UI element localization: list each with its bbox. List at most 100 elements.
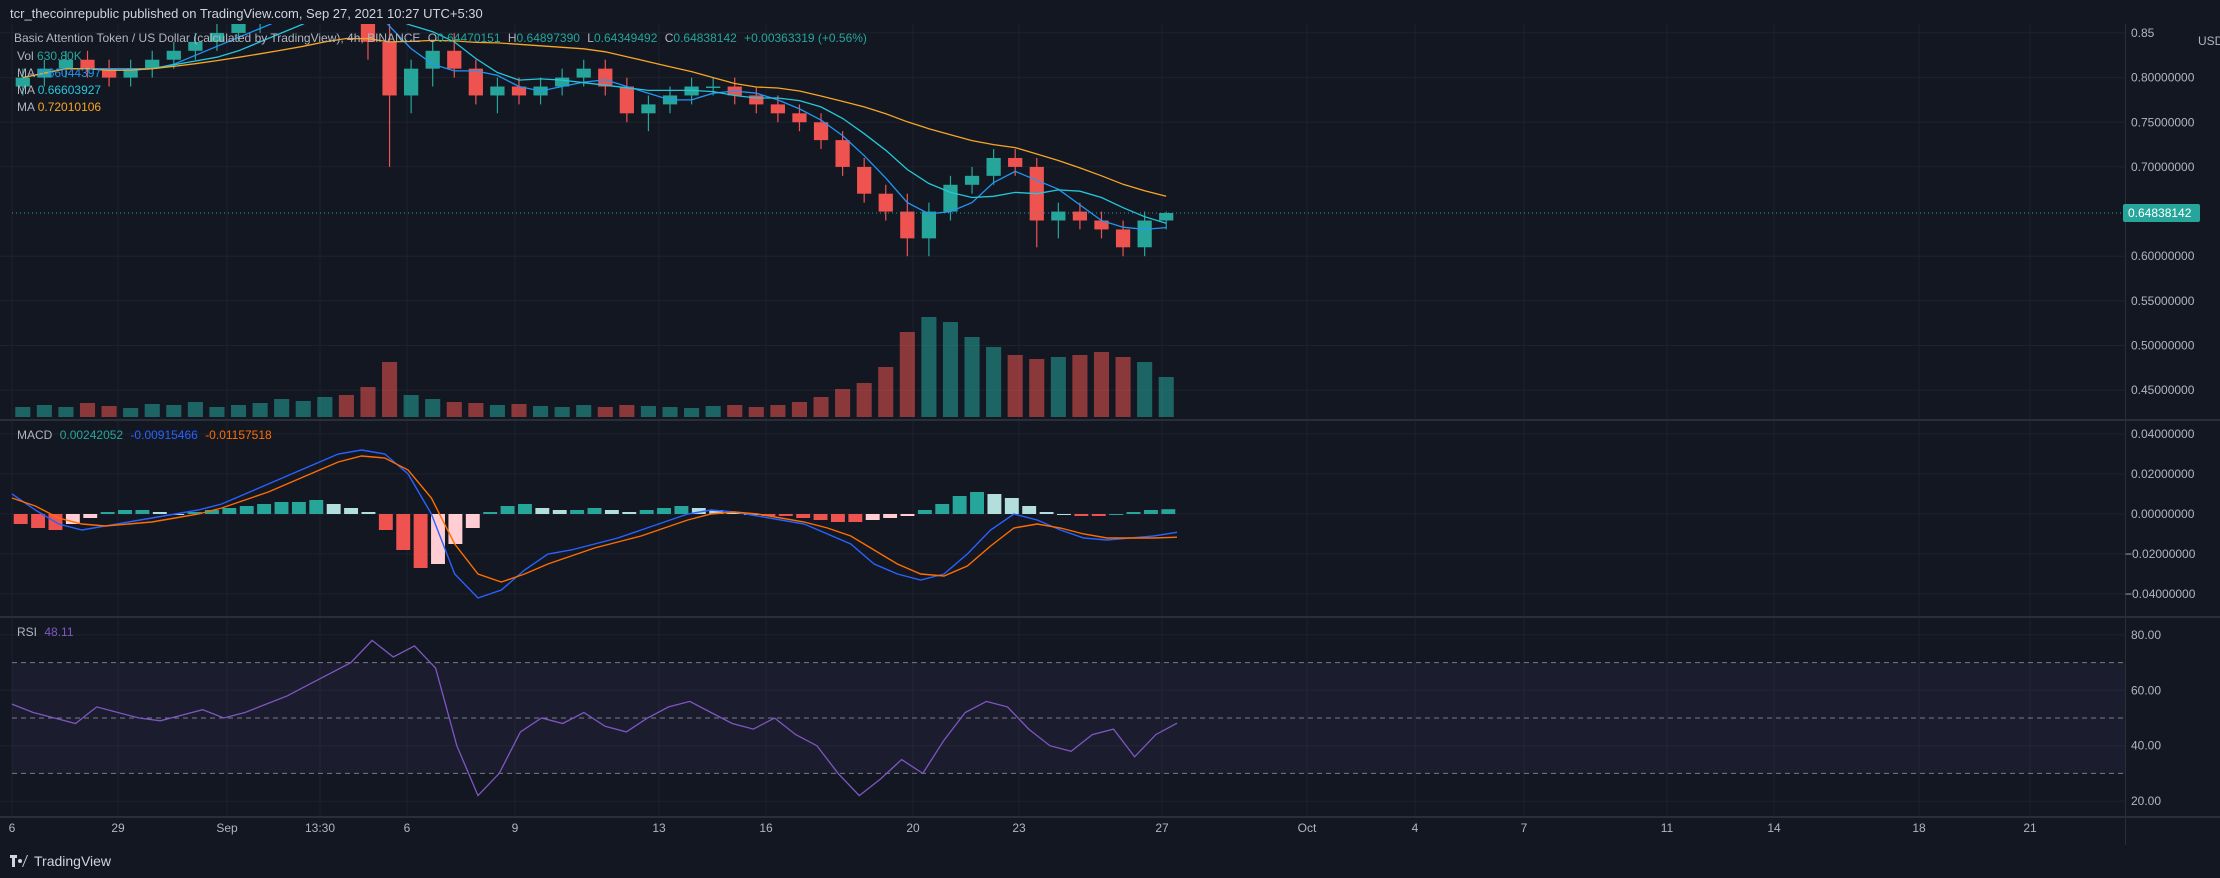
candle-body-35 xyxy=(770,104,785,114)
time-axis-tick-13: 7 xyxy=(1521,821,1528,835)
candle-body-10 xyxy=(231,24,246,33)
macd-pane xyxy=(11,449,1178,599)
macd-hist-bar-17 xyxy=(309,500,324,514)
pane-separator-0 xyxy=(0,419,2220,421)
pane-separators[interactable] xyxy=(0,24,2220,845)
volume-bar-44 xyxy=(964,337,980,417)
legend-ma1: MA 0.66044397 xyxy=(17,66,101,80)
rsi-line xyxy=(11,639,1178,797)
macd-hist-bar-44 xyxy=(778,514,793,516)
volume-bar-50 xyxy=(1093,352,1110,417)
volume-bar-7 xyxy=(166,405,182,417)
time-axis-tick-2: Sep xyxy=(216,821,238,835)
candle-body-53 xyxy=(1159,212,1174,221)
macd-hist-bar-41 xyxy=(726,512,741,514)
pane-separator-2 xyxy=(0,816,2220,818)
volume-bar-1 xyxy=(36,405,52,417)
candle-body-43 xyxy=(943,184,958,212)
macd-hist-bar-63 xyxy=(1109,514,1124,515)
candle-body-22 xyxy=(490,86,505,96)
candle-body-2 xyxy=(58,59,74,69)
volume-bar-9 xyxy=(209,407,225,417)
candle-body-20 xyxy=(447,50,462,69)
tradingview-logo[interactable]: TradingView xyxy=(10,853,111,869)
candle-body-41 xyxy=(900,211,915,239)
macd-hist-bar-27 xyxy=(483,512,498,514)
volume-bar-20 xyxy=(446,402,462,417)
macd-hist-bar-3 xyxy=(65,514,80,524)
time-axis-tick-6: 13 xyxy=(652,821,666,835)
time-axis-tick-11: Oct xyxy=(1298,821,1317,835)
svg-text:RSI 48.11: RSI 48.11 xyxy=(17,625,74,639)
legend-title: Basic Attention Token / US Dollar (calcu… xyxy=(14,31,420,45)
volume-bar-53 xyxy=(1158,377,1174,417)
volume-bar-27 xyxy=(597,407,613,417)
candle-body-16 xyxy=(360,24,376,42)
time-axis-tick-0: 6 xyxy=(9,821,16,835)
tradingview-logo-icon xyxy=(10,855,28,867)
time-axis-tick-17: 21 xyxy=(2023,821,2037,835)
last-price-badge xyxy=(2123,204,2200,223)
candle-body-0 xyxy=(15,77,30,87)
macd-hist-bar-52 xyxy=(917,510,932,514)
macd-hist-bar-5 xyxy=(100,512,115,514)
candle-body-40 xyxy=(878,193,893,212)
volume-bar-2 xyxy=(58,407,74,417)
volume-bar-52 xyxy=(1137,362,1153,417)
price-axis-tick-5: 0.55000000 xyxy=(2131,294,2195,308)
volume-bar-10 xyxy=(230,405,247,417)
volume-bar-28 xyxy=(619,405,635,417)
volume-bar-23 xyxy=(511,404,527,417)
volume-bar-39 xyxy=(856,383,872,417)
volume-bar-3 xyxy=(79,403,96,417)
macd-hist-bar-30 xyxy=(535,508,550,514)
candle-body-27 xyxy=(598,68,613,87)
price-axis-tick-6: 0.50000000 xyxy=(2131,339,2195,353)
volume-bar-4 xyxy=(101,406,117,417)
time-axis-tick-1: 29 xyxy=(111,821,125,835)
ma-line-2 xyxy=(22,24,1167,224)
candle-body-37 xyxy=(813,122,829,141)
price-axis-tick-3: 0.70000000 xyxy=(2131,160,2195,174)
legend-ma3: MA 0.72010106 xyxy=(17,100,101,114)
chart[interactable]: USD 0.85 0.80000000 0.75000000 0.70000000 0.6… xyxy=(0,24,2220,845)
candle-body-23 xyxy=(511,86,527,96)
volume-bar-29 xyxy=(640,406,656,417)
time-axis-tick-7: 16 xyxy=(759,821,773,835)
macd-hist-bar-10 xyxy=(187,512,202,514)
volume-bar-6 xyxy=(144,404,160,417)
candle-body-48 xyxy=(1051,211,1066,221)
volume-bar-11 xyxy=(252,403,268,417)
macd-hist-bar-37 xyxy=(657,508,672,514)
macd-hist-bar-50 xyxy=(883,514,898,518)
pane-separator-1 xyxy=(0,616,2220,618)
volume-bar-5 xyxy=(123,408,139,417)
candle-body-29 xyxy=(641,104,656,114)
price-axis-tick-7: 0.45000000 xyxy=(2131,383,2195,397)
brand-name: TradingView xyxy=(34,853,112,869)
candle-body-39 xyxy=(857,166,872,194)
candle-body-49 xyxy=(1072,211,1088,221)
macd-hist-bar-64 xyxy=(1126,512,1141,514)
macd-hist-bar-59 xyxy=(1039,512,1054,514)
macd-hist-bar-46 xyxy=(813,514,828,520)
candle-body-18 xyxy=(404,68,419,96)
rsi-band xyxy=(12,662,2125,774)
candle-body-28 xyxy=(619,86,634,114)
macd-hist-bar-8 xyxy=(152,512,167,514)
svg-text:Basic Attention Token / US Dol: Basic Attention Token / US Dollar (calcu… xyxy=(14,31,867,45)
price-legend: Basic Attention Token / US Dollar (calcu… xyxy=(14,31,867,114)
volume-bar-40 xyxy=(878,367,894,417)
macd-hist-bar-0 xyxy=(13,514,28,524)
macd-hist-bar-34 xyxy=(604,510,619,514)
rsi-axis-tick-1: 60.00 xyxy=(2131,683,2161,697)
macd-hist-bar-49 xyxy=(865,514,880,520)
volume-bar-18 xyxy=(403,395,419,417)
volume-bar-43 xyxy=(942,322,959,417)
macd-hist-bar-62 xyxy=(1091,514,1106,516)
macd-hist-bar-33 xyxy=(587,508,602,514)
volume-bar-30 xyxy=(662,407,678,417)
candle-body-6 xyxy=(145,59,160,69)
volume-bar-19 xyxy=(425,399,441,417)
candle-body-19 xyxy=(425,50,440,69)
